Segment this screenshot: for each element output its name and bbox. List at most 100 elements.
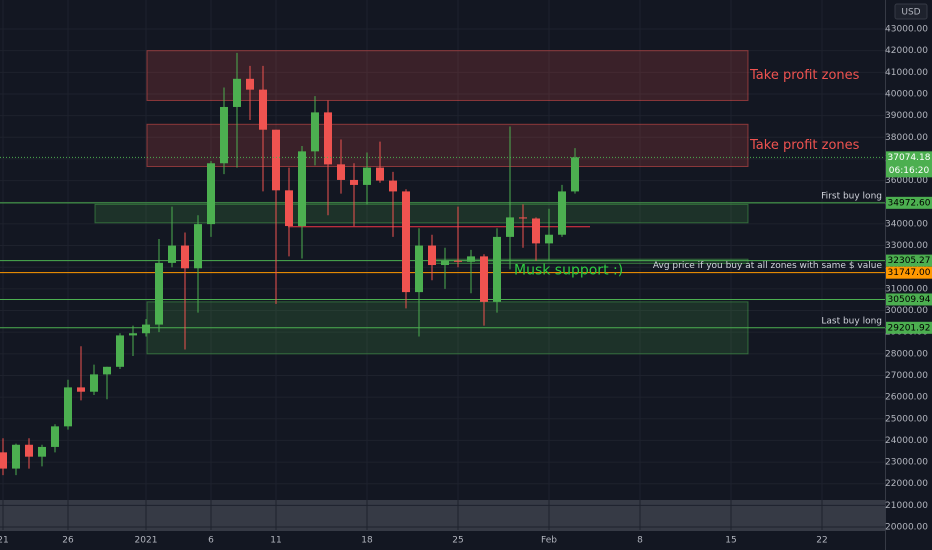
candle-body [259,89,267,130]
candle-body [350,179,358,185]
x-tick-label: 8 [637,536,643,546]
y-tick-label: 33000.00 [885,241,928,251]
price-label: 34972.60 [888,198,931,208]
candle-body [376,167,384,181]
price-label: 29201.92 [888,323,931,333]
level-text: Last buy long [821,316,882,326]
y-tick-label: 28000.00 [885,349,928,359]
candle-body [454,260,462,262]
price-label-box [886,293,932,306]
price-label-box [886,254,932,267]
level-text: First buy long [821,191,882,201]
y-tick-label: 39000.00 [885,111,928,121]
price-label: 32305.27 [888,256,931,266]
candle-body [428,245,436,266]
candle-body [532,218,540,244]
x-tick-label: 22 [816,536,827,546]
x-tick-label: 6 [208,536,214,546]
currency-box[interactable] [894,3,928,20]
zone-label: Take profit zones [749,68,860,83]
zone [146,123,749,168]
zone [94,203,749,224]
last-price-label: 37074.18 [888,153,931,163]
candle-body [129,333,137,336]
candle-body [558,191,566,235]
candle-body [480,256,488,302]
y-tick-label: 26000.00 [885,393,928,403]
volume-band [0,500,885,530]
y-tick-label: 25000.00 [885,414,928,424]
y-tick-label: 43000.00 [885,25,928,35]
candle-body [207,163,215,225]
price-label-box [886,266,932,279]
y-tick-label: 30000.00 [885,306,928,316]
candle-body [337,164,345,180]
y-tick-label: 20000.00 [885,523,928,533]
price-label: 30509.94 [888,295,931,305]
candle-body [0,452,7,469]
candle-body [64,387,72,427]
x-tick-label: 15 [725,536,736,546]
y-tick-label: 41000.00 [885,68,928,78]
x-tick-label: 21 [0,536,9,546]
candle-body [246,78,254,90]
zone [146,50,749,101]
candle-body [194,224,202,269]
y-tick-label: 24000.00 [885,436,928,446]
level-text: Avg price if you buy at all zones with s… [653,261,883,271]
currency[interactable]: USD [901,8,920,18]
candle-body [181,245,189,269]
countdown: 06:16:20 [889,166,930,176]
candle-body [571,157,579,192]
annotation: Musk support :) [514,262,623,278]
y-tick-label: 36000.00 [885,176,928,186]
candle-body [363,167,371,185]
candle-body [311,112,319,152]
last-price-box [886,151,932,178]
candle-body [25,444,33,457]
candle-body [155,262,163,325]
candle-body [519,217,527,219]
candle-body [77,387,85,392]
price-label-box [886,321,932,334]
x-tick-label: 2021 [135,536,158,546]
candle-body [545,234,553,244]
candle-body [415,245,423,293]
y-tick-label: 38000.00 [885,133,928,143]
candle-body [168,245,176,263]
candle-body [324,112,332,165]
y-tick-label: 42000.00 [885,46,928,56]
y-tick-label: 21000.00 [885,501,928,511]
candle-body [467,256,475,262]
x-tick-label: 11 [270,536,281,546]
x-tick-label: 25 [452,536,463,546]
candle-body [38,446,46,457]
candle-body [285,190,293,227]
candle-body [103,366,111,375]
price-label-box [886,196,932,209]
y-tick-label: 22000.00 [885,479,928,489]
candle-body [272,129,280,191]
y-tick-label: 40000.00 [885,89,928,99]
candle-body [493,236,501,302]
candle-body [402,191,410,293]
x-tick-label: 26 [62,536,74,546]
x-tick-label: 18 [361,536,373,546]
y-tick-label: 34000.00 [885,219,928,229]
candle-body [90,374,98,392]
y-tick-label: 31000.00 [885,284,928,294]
y-tick-label: 27000.00 [885,371,928,381]
candle-body [298,151,306,227]
candle-body [142,324,150,334]
candle-body [12,444,20,469]
candle-body [389,180,397,192]
candle-body [220,106,228,164]
x-tick-label: Feb [541,536,557,546]
candle-body [116,335,124,367]
zone-label: Take profit zones [749,138,860,153]
price-label: 31747.00 [888,268,931,278]
candle-body [51,426,59,447]
candle-body [506,217,514,237]
